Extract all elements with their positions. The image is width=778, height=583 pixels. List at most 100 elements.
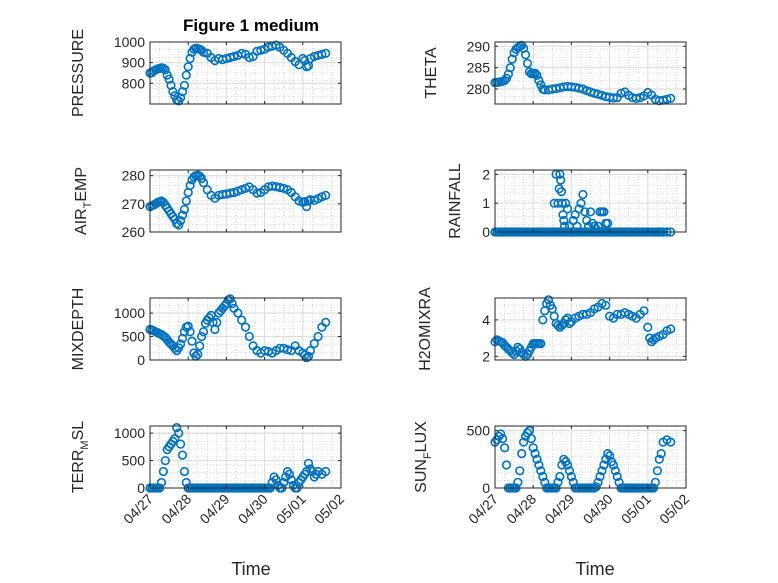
data-point: [195, 171, 205, 181]
data-point: [530, 449, 540, 459]
data-point: [166, 80, 176, 90]
subplot-6: 2 4 H2OMIXRA: [417, 287, 687, 371]
axes-box: [149, 169, 342, 233]
y-tick-label: 0: [137, 480, 145, 496]
data-point: [559, 221, 570, 231]
y-tick-label: 2: [482, 348, 490, 364]
data-point: [652, 466, 663, 476]
y-axis-label: RAINFALL: [447, 163, 464, 239]
data-point: [158, 63, 168, 73]
subplot-5: 0 500 1000 MIXDEPTH: [70, 288, 342, 370]
data-point: [198, 178, 209, 188]
data-point: [197, 331, 207, 342]
data-point: [556, 187, 567, 197]
data-point: [160, 456, 170, 466]
data-point: [176, 339, 186, 349]
data-point: [593, 477, 603, 487]
data-point: [608, 460, 619, 470]
data-point: [650, 477, 661, 487]
data-point: [543, 295, 554, 305]
data-point: [553, 477, 563, 487]
data-point: [593, 221, 603, 231]
data-point: [305, 346, 316, 356]
y-tick-label: 500: [122, 329, 146, 345]
x-axis-label-right: Time: [575, 559, 614, 579]
y-tick-label: 270: [122, 196, 146, 212]
data-point: [282, 345, 293, 355]
data-point: [505, 63, 515, 73]
data-point: [585, 207, 596, 217]
data-point: [174, 428, 184, 438]
data-point: [513, 477, 523, 487]
data-point: [564, 318, 575, 329]
data-point: [555, 471, 565, 482]
y-tick-label: 4: [482, 312, 490, 328]
y-axis-label: TERRMSL: [70, 421, 91, 493]
data-point: [580, 207, 590, 217]
data-point: [198, 327, 209, 337]
axes-box: [494, 425, 687, 489]
data-point: [279, 477, 289, 488]
data-point: [176, 93, 186, 103]
y-label-part: LUX: [413, 421, 430, 452]
data-point: [185, 53, 195, 64]
data-point: [193, 349, 203, 360]
axes-box: [494, 169, 687, 233]
subplot-2: 280 285 290 THETA: [423, 38, 687, 106]
data-point: [181, 70, 191, 80]
axes-box: [494, 41, 687, 105]
data-point: [501, 73, 512, 83]
data-point: [177, 86, 188, 97]
y-tick-label: 280: [467, 81, 491, 97]
data-point: [233, 308, 243, 318]
data-point: [654, 454, 664, 464]
data-point: [321, 317, 331, 328]
data-point: [561, 198, 571, 208]
axes-box: [149, 41, 342, 105]
data-point: [518, 437, 529, 447]
data-point: [593, 89, 603, 99]
data-point: [520, 50, 531, 60]
y-axis-label: AIRTEMP: [73, 167, 94, 235]
data-point: [185, 327, 195, 337]
y-tick-label: 290: [467, 38, 491, 54]
subplot-1: 800 900 1000 PRESSURE: [70, 29, 342, 117]
y-tick-label: 2: [482, 166, 490, 182]
data-point: [176, 439, 186, 449]
data-point: [562, 460, 573, 470]
data-point: [604, 451, 615, 461]
y-label-subscript: M: [79, 440, 91, 449]
data-point: [158, 466, 168, 477]
data-point: [515, 466, 525, 476]
y-tick-label: 285: [467, 60, 491, 76]
y-label-subscript: T: [82, 201, 94, 208]
data-point: [179, 204, 189, 215]
data-point: [195, 341, 205, 351]
y-tick-label: 1000: [114, 425, 145, 441]
subplot-3: 260 270 280 AIRTEMP: [73, 167, 342, 240]
data-point: [309, 339, 319, 349]
data-point: [603, 218, 613, 228]
data-point: [591, 482, 601, 492]
data-point: [174, 220, 184, 230]
data-point: [244, 331, 254, 342]
data-point: [524, 426, 535, 436]
data-point: [557, 198, 567, 208]
data-point: [227, 299, 237, 309]
data-point: [286, 475, 296, 485]
data-point: [572, 221, 582, 231]
data-point: [599, 207, 609, 217]
axes-box: [149, 425, 342, 489]
data-point: [536, 339, 546, 349]
data-point: [500, 75, 510, 86]
y-tick-label: 800: [122, 75, 146, 91]
data-point: [578, 189, 588, 200]
y-tick-label: 1: [482, 195, 490, 211]
data-point: [534, 460, 544, 470]
data-point: [501, 460, 512, 470]
data-point: [608, 93, 619, 103]
y-tick-label: 500: [467, 423, 491, 439]
data-point: [595, 471, 605, 482]
data-point: [530, 68, 540, 78]
y-tick-label: 0: [137, 352, 145, 368]
